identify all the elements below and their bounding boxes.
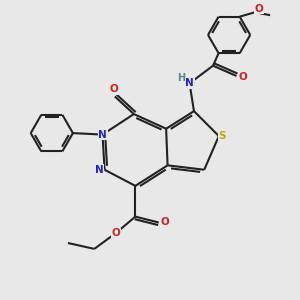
Text: O: O: [255, 4, 263, 14]
Text: H: H: [177, 73, 185, 83]
Text: N: N: [95, 165, 104, 175]
Text: O: O: [238, 72, 247, 82]
Text: O: O: [111, 228, 120, 238]
Text: S: S: [219, 131, 226, 141]
Text: N: N: [185, 78, 194, 88]
Text: O: O: [161, 217, 170, 227]
Text: N: N: [98, 130, 107, 140]
Text: O: O: [110, 84, 118, 94]
